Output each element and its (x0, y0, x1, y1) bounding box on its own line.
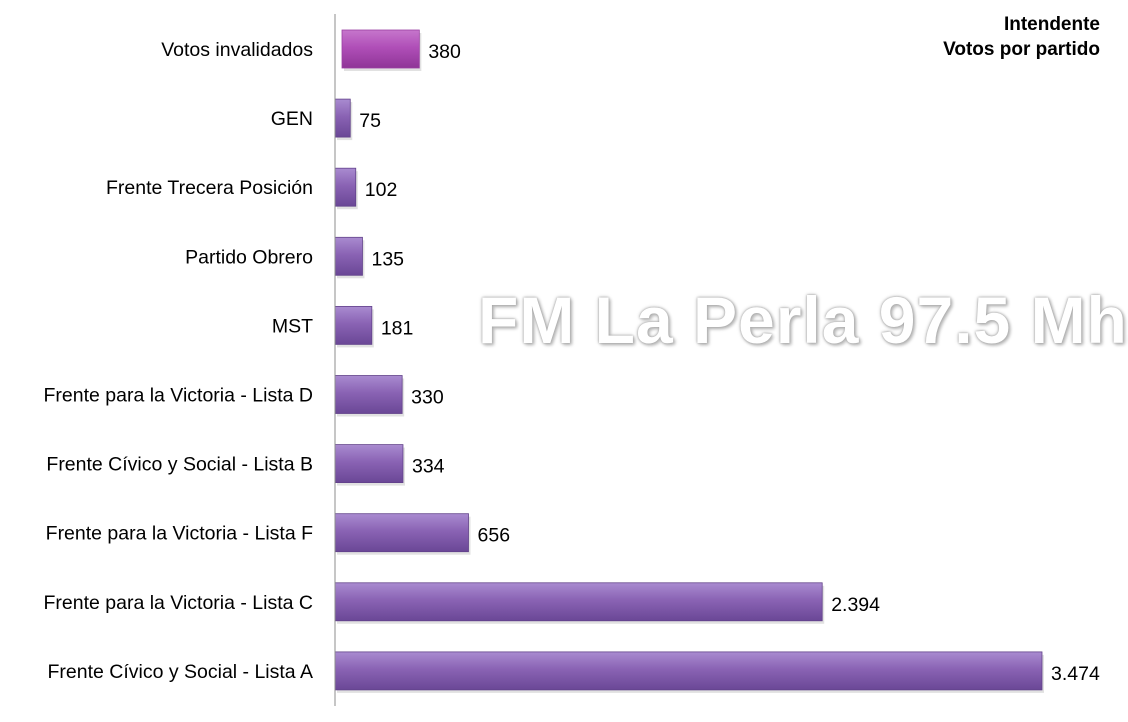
data-label: 380 (428, 41, 461, 63)
category-label: Frente Cívico y Social - Lista B (46, 454, 313, 476)
bar (334, 513, 469, 553)
bar (334, 444, 404, 484)
bar (334, 236, 363, 276)
data-label: 656 (478, 525, 511, 547)
category-label: Frente Cívico y Social - Lista A (47, 661, 313, 683)
bars-layer: Votos invalidados 380 GEN 75 Frente Trecera … (43, 29, 1100, 693)
chart-title: Intendente (1003, 14, 1100, 35)
category-label: Frente para la Victoria - Lista C (43, 592, 313, 614)
category-label: GEN (271, 108, 313, 130)
data-label: 330 (411, 387, 444, 409)
data-label: 3.474 (1051, 663, 1100, 685)
data-label: 181 (381, 317, 414, 339)
data-label: 75 (359, 110, 381, 132)
data-label: 334 (412, 456, 445, 478)
category-label: Frente para la Victoria - Lista F (46, 523, 313, 545)
category-label: MST (272, 315, 313, 337)
data-label: 102 (365, 179, 398, 201)
bar (334, 651, 1043, 691)
bar (334, 167, 357, 207)
category-label: Frente Trecera Posición (106, 177, 313, 199)
bar (341, 29, 420, 69)
bar (334, 305, 373, 345)
category-label: Votos invalidados (161, 39, 313, 61)
bar (334, 98, 351, 138)
category-label: Partido Obrero (185, 246, 313, 268)
data-label: 135 (371, 248, 404, 270)
chart-subtitle: Votos por partido (943, 39, 1100, 60)
data-label: 2.394 (831, 594, 880, 616)
bar (334, 375, 403, 414)
category-label: Frente para la Victoria - Lista D (43, 385, 313, 407)
bar (334, 582, 823, 622)
chart-title-block: Intendente Votos por partido (943, 12, 1100, 62)
